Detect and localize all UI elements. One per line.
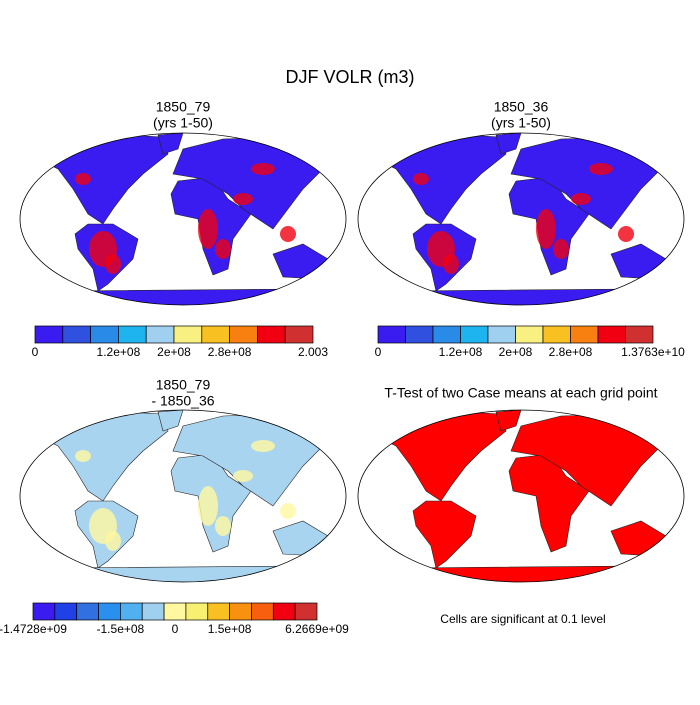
- colorbar-box: [257, 325, 286, 344]
- colorbar-label: 1.5e+08: [208, 622, 252, 636]
- data-patch: [443, 254, 459, 274]
- colorbar-label: -1.4728e+09: [0, 622, 67, 636]
- data-patch: [75, 450, 91, 462]
- note: Cells are significant at 0.1 level: [440, 612, 605, 626]
- data-patch: [75, 173, 91, 185]
- map: [357, 132, 685, 306]
- colorbar-box: [294, 602, 318, 621]
- data-patch: [280, 503, 296, 519]
- colorbar-box: [54, 602, 78, 621]
- data-patch: [105, 531, 121, 551]
- colorbar-box: [405, 325, 434, 344]
- colorbar-box: [32, 602, 56, 621]
- map-border: [357, 132, 685, 306]
- panel-title: (yrs 1-50): [153, 115, 213, 131]
- colorbar-label: 1.3763e+10: [621, 345, 685, 359]
- colorbar-box: [377, 325, 406, 344]
- colorbar-label: 1.2e+08: [97, 345, 141, 359]
- colorbar-box: [542, 325, 571, 344]
- data-patch: [553, 239, 569, 259]
- data-patch: [571, 193, 591, 205]
- data-patch: [536, 209, 556, 249]
- colorbar-label: 1.2e+08: [439, 345, 483, 359]
- colorbar-box: [597, 325, 626, 344]
- colorbar-box: [229, 325, 258, 344]
- data-patch: [233, 470, 253, 482]
- colorbar-box: [34, 325, 64, 344]
- panel-title: T-Test of two Case means at each grid po…: [384, 385, 657, 401]
- colorbar-box: [487, 325, 516, 344]
- map-border: [357, 409, 685, 583]
- colorbar-box: [145, 325, 175, 344]
- colorbar-box: [185, 602, 209, 621]
- colorbar-label: 2e+08: [499, 345, 533, 359]
- colorbar-box: [141, 602, 165, 621]
- colorbar-box: [120, 602, 143, 621]
- data-patch: [198, 486, 218, 526]
- data-patch: [413, 173, 429, 185]
- map: [19, 409, 347, 583]
- colorbar-box: [432, 325, 461, 344]
- land-group: [37, 410, 329, 582]
- data-patch: [589, 163, 613, 175]
- colorbar-label: 2.003: [298, 345, 328, 359]
- colorbar-box: [62, 325, 91, 344]
- colorbar-box: [98, 602, 121, 621]
- colorbar-box: [460, 325, 489, 344]
- colorbar-label: 2.8e+08: [208, 345, 252, 359]
- data-patch: [280, 226, 296, 242]
- colorbar-box: [515, 325, 544, 344]
- data-patch: [251, 163, 275, 175]
- panel-title: 1850_36: [494, 99, 549, 115]
- colorbar-label: 0: [32, 345, 39, 359]
- data-patch: [198, 209, 218, 249]
- colorbar-box: [173, 325, 203, 344]
- colorbar-box: [570, 325, 599, 344]
- colorbar-label: 2e+08: [157, 345, 191, 359]
- panel-title: 1850_79: [156, 377, 211, 393]
- figure-title: DJF VOLR (m3): [285, 67, 414, 87]
- colorbar-label: 6.2669e+09: [285, 622, 349, 636]
- data-patch: [251, 440, 275, 452]
- map-border: [19, 132, 347, 306]
- panel-title: 1850_79: [156, 99, 211, 115]
- colorbar-box: [76, 602, 99, 621]
- colorbar-box: [163, 602, 187, 621]
- map-border: [19, 409, 347, 583]
- panel-title: - 1850_36: [151, 393, 214, 409]
- map: [357, 409, 685, 583]
- colorbar-label: 0: [375, 345, 382, 359]
- data-patch: [215, 516, 231, 536]
- colorbar-box: [284, 325, 314, 344]
- colorbar-label: -1.5e+08: [97, 622, 145, 636]
- colorbar-label: 0: [172, 622, 179, 636]
- data-patch: [105, 254, 121, 274]
- colorbar-box: [229, 602, 252, 621]
- data-patch: [215, 239, 231, 259]
- map: [19, 132, 347, 306]
- panel-title: (yrs 1-50): [491, 115, 551, 131]
- colorbar-box: [251, 602, 274, 621]
- land-group: [375, 133, 667, 305]
- colorbar-box: [90, 325, 119, 344]
- land-group: [37, 133, 329, 305]
- data-patch: [233, 193, 253, 205]
- colorbar-box: [201, 325, 230, 344]
- colorbar-box: [625, 325, 654, 344]
- colorbar-box: [272, 602, 296, 621]
- data-patch: [618, 226, 634, 242]
- colorbar-box: [207, 602, 230, 621]
- colorbar-label: 2.8e+08: [549, 345, 593, 359]
- colorbar-box: [118, 325, 147, 344]
